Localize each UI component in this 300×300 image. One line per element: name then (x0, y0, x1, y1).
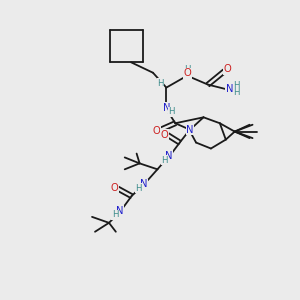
Text: H: H (136, 184, 142, 193)
Text: N: N (226, 84, 233, 94)
Text: N: N (186, 125, 194, 135)
Text: H: H (233, 88, 240, 98)
Text: H: H (168, 107, 175, 116)
Text: O: O (160, 130, 168, 140)
Text: H: H (112, 210, 118, 219)
Text: N: N (140, 179, 147, 190)
Text: O: O (183, 68, 191, 78)
Text: O: O (110, 183, 118, 193)
Text: N: N (165, 151, 172, 161)
Text: H: H (161, 156, 167, 165)
Text: H: H (233, 81, 240, 90)
Text: H: H (157, 79, 164, 88)
Text: H: H (184, 65, 190, 74)
Text: O: O (153, 126, 160, 136)
Text: O: O (224, 64, 231, 74)
Text: N: N (163, 103, 170, 113)
Text: N: N (116, 206, 123, 216)
